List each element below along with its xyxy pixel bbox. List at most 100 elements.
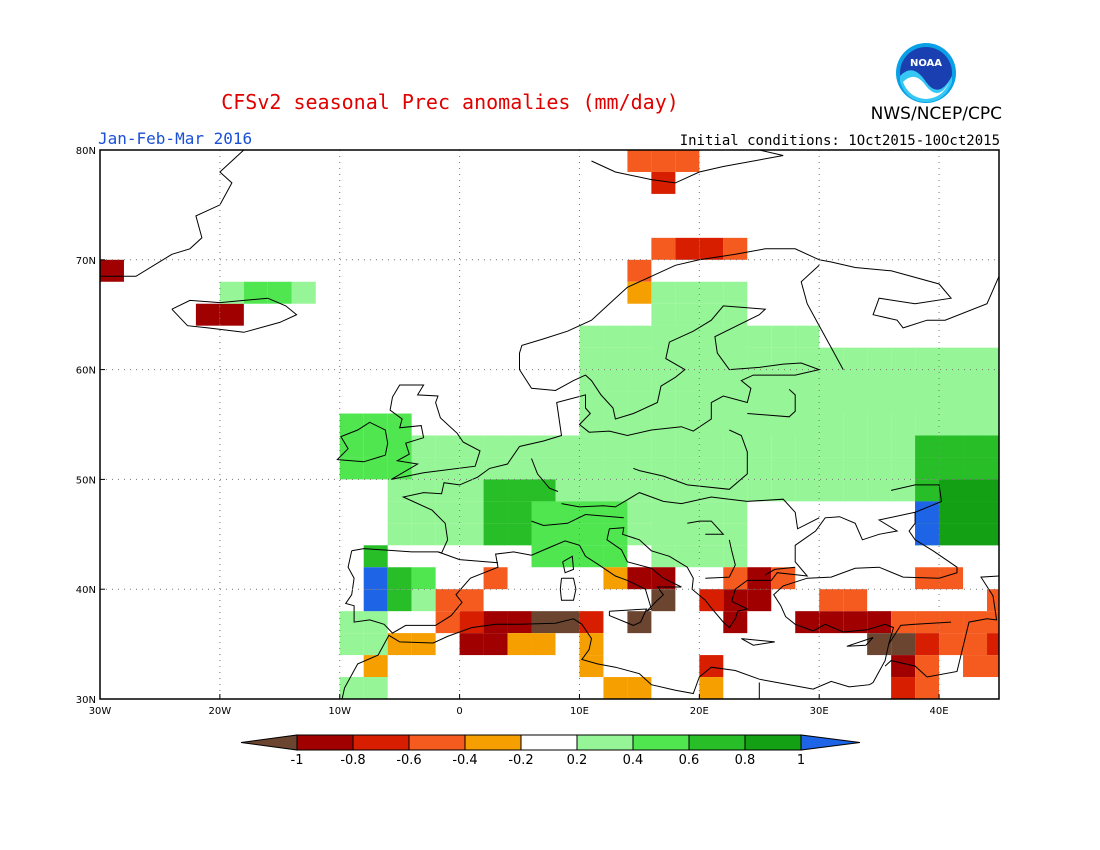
anomaly-cell: [675, 479, 700, 502]
anomaly-cell: [891, 369, 916, 392]
anomaly-cell: [987, 347, 999, 370]
anomaly-cell: [795, 479, 820, 502]
anomaly-cell: [939, 391, 964, 414]
anomaly-cell: [795, 369, 820, 392]
anomaly-cell: [387, 567, 412, 590]
y-tick-label: 40N: [76, 585, 96, 596]
anomaly-cell: [915, 391, 940, 414]
anomaly-cell: [363, 567, 388, 590]
anomaly-cell: [627, 677, 652, 699]
anomaly-cell: [771, 413, 796, 436]
anomaly-cell: [915, 611, 940, 634]
anomaly-cell: [843, 369, 868, 392]
anomaly-cell: [651, 523, 676, 546]
anomaly-cell: [675, 545, 700, 568]
anomaly-cell: [555, 545, 580, 568]
anomaly-cell: [579, 611, 604, 634]
anomaly-cell: [963, 435, 988, 458]
colorbar-label: -1: [291, 753, 304, 768]
anomaly-cell: [579, 633, 604, 656]
anomaly-cell: [675, 150, 700, 172]
anomaly-cell: [699, 237, 724, 260]
anomaly-cell: [747, 589, 772, 612]
anomaly-cell: [699, 435, 724, 458]
anomaly-cell: [795, 347, 820, 370]
anomaly-cell: [483, 501, 508, 524]
anomaly-cell: [603, 413, 628, 436]
anomaly-cell: [387, 435, 412, 458]
anomaly-cell: [675, 303, 700, 326]
anomaly-cell: [531, 501, 556, 524]
anomaly-cell: [435, 611, 460, 634]
anomaly-cell: [651, 347, 676, 370]
anomaly-cell: [627, 523, 652, 546]
anomaly-cell: [843, 611, 868, 634]
anomaly-cell: [603, 567, 628, 590]
anomaly-cell: [867, 369, 892, 392]
colorbar-label: 1: [797, 753, 805, 768]
anomaly-cell: [747, 347, 772, 370]
anomaly-cell: [363, 457, 388, 480]
colorbar-label: -0.4: [452, 753, 477, 768]
anomaly-cell: [843, 347, 868, 370]
anomaly-cell: [627, 325, 652, 348]
anomaly-cell: [387, 457, 412, 480]
anomaly-cell: [939, 501, 964, 524]
anomaly-cell: [723, 501, 748, 524]
anomaly-cell: [867, 391, 892, 414]
anomaly-cell: [531, 633, 556, 656]
anomaly-cell: [651, 457, 676, 480]
anomaly-cell: [795, 457, 820, 480]
colorbar-label: -0.2: [508, 753, 533, 768]
anomaly-cell: [723, 303, 748, 326]
anomaly-cell: [603, 369, 628, 392]
colorbar-label: -0.6: [396, 753, 421, 768]
anomaly-cell: [891, 457, 916, 480]
anomaly-cell: [483, 611, 508, 634]
anomaly-cell: [627, 501, 652, 524]
x-tick-label: 0: [456, 706, 462, 717]
anomaly-cell: [651, 369, 676, 392]
anomaly-cell: [507, 611, 532, 634]
anomaly-cell: [651, 501, 676, 524]
map-frame: [99, 149, 1000, 700]
anomaly-cell: [915, 369, 940, 392]
anomaly-cell: [843, 457, 868, 480]
anomaly-cell: [651, 303, 676, 326]
y-tick-label: 70N: [76, 256, 96, 267]
anomaly-cell: [915, 523, 940, 546]
anomaly-cell: [723, 281, 748, 304]
anomaly-cell: [219, 303, 244, 326]
anomaly-cell: [339, 435, 364, 458]
colorbar-segment: [408, 734, 466, 751]
anomaly-cell: [771, 435, 796, 458]
anomaly-cell: [651, 589, 676, 612]
anomaly-cell: [651, 413, 676, 436]
anomaly-cell: [747, 479, 772, 502]
anomaly-cell: [987, 589, 999, 612]
anomaly-cell: [195, 303, 220, 326]
anomaly-cell: [483, 435, 508, 458]
anomaly-cell: [219, 281, 244, 304]
anomaly-cell: [915, 435, 940, 458]
anomaly-cell: [507, 523, 532, 546]
anomaly-cell: [963, 655, 988, 678]
anomaly-cell: [459, 611, 484, 634]
anomaly-cell: [963, 479, 988, 502]
anomaly-cell: [483, 633, 508, 656]
anomaly-cell: [963, 457, 988, 480]
anomaly-cell: [459, 589, 484, 612]
anomaly-cell: [603, 677, 628, 699]
anomaly-cell: [915, 501, 940, 524]
anomaly-cell: [555, 435, 580, 458]
anomaly-cell: [795, 611, 820, 634]
anomaly-cell: [723, 369, 748, 392]
x-tick-label: 10E: [570, 706, 589, 717]
anomaly-cell: [747, 567, 772, 590]
anomaly-cell: [675, 435, 700, 458]
anomaly-cell: [483, 479, 508, 502]
anomaly-cell: [891, 347, 916, 370]
anomaly-cell: [363, 435, 388, 458]
anomaly-cell: [651, 479, 676, 502]
